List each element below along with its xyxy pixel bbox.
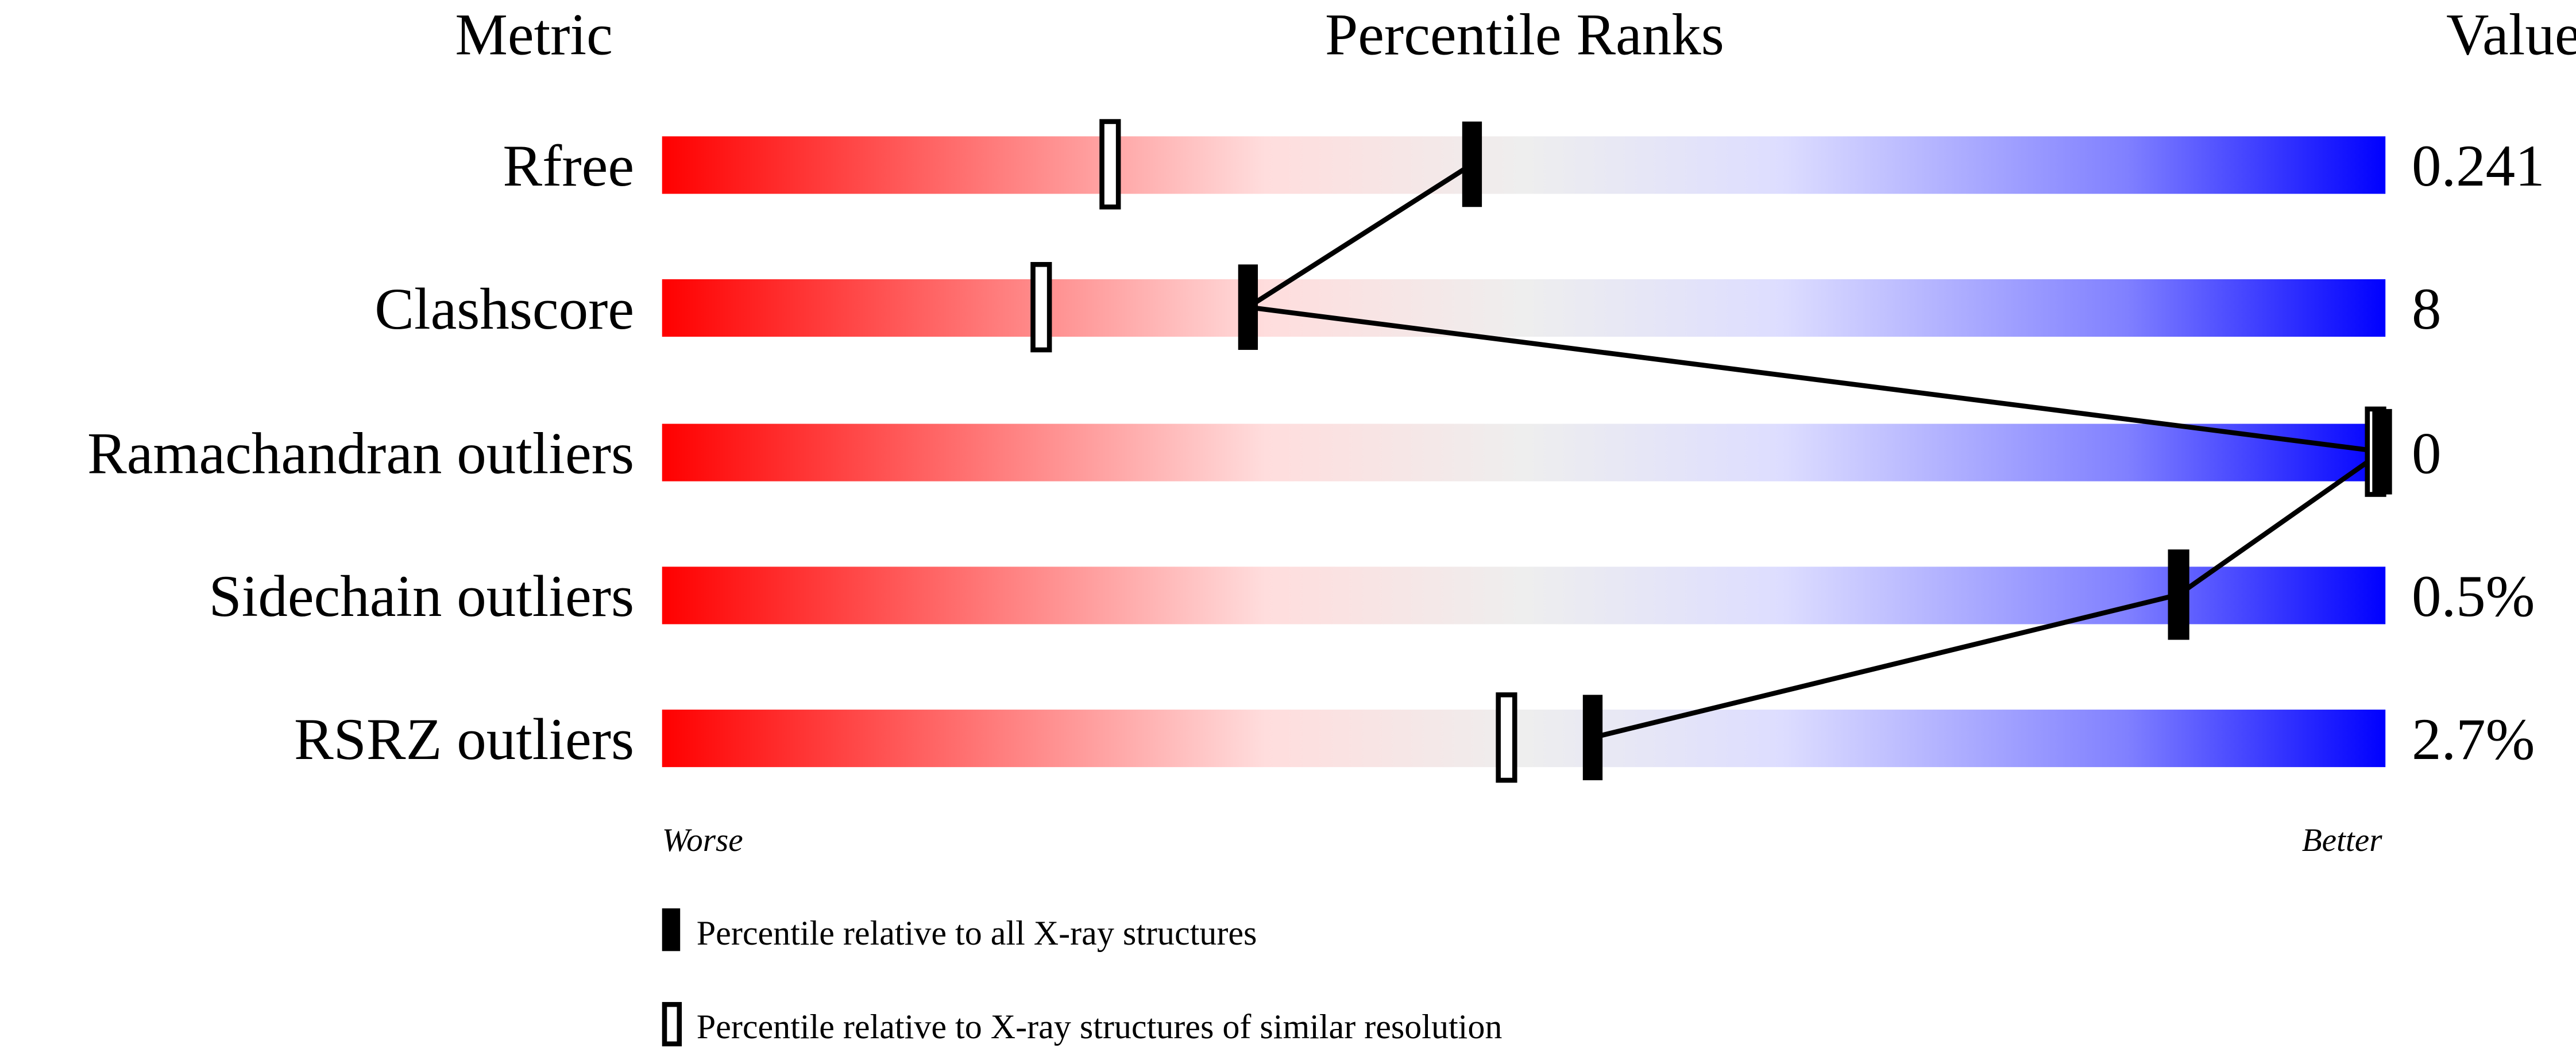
all-structures-marker bbox=[2168, 552, 2189, 638]
legend-filled-marker bbox=[662, 908, 681, 951]
axis-label-worse: Worse bbox=[662, 822, 743, 858]
metric-label: Ramachandran outliers bbox=[87, 421, 634, 486]
metric-value: 2.7% bbox=[2412, 707, 2535, 772]
gradient-bar bbox=[662, 279, 2386, 337]
similar-resolution-marker bbox=[1030, 261, 1052, 353]
metric-value: 8 bbox=[2412, 276, 2441, 342]
gradient-bar bbox=[662, 136, 2386, 194]
similar-resolution-marker bbox=[1496, 692, 1517, 783]
metric-label: Sidechain outliers bbox=[208, 564, 634, 629]
all-structures-marker bbox=[1582, 695, 1603, 780]
legend-filled-label: Percentile relative to all X-ray structu… bbox=[697, 914, 1257, 952]
axis-label-better: Better bbox=[2302, 822, 2383, 858]
all-structures-marker bbox=[1238, 264, 1258, 350]
gradient-bar bbox=[662, 710, 2386, 768]
all-structures-marker bbox=[2372, 409, 2392, 495]
metric-label: Rfree bbox=[503, 133, 634, 199]
similar-resolution-marker bbox=[1099, 119, 1121, 210]
legend-open-label: Percentile relative to X-ray structures … bbox=[697, 1007, 1503, 1046]
all-structures-marker bbox=[1462, 121, 1482, 207]
header-metric: Metric bbox=[455, 2, 612, 67]
metric-value: 0.5% bbox=[2412, 564, 2535, 629]
header-percentile-ranks: Percentile Ranks bbox=[1325, 2, 1724, 67]
gradient-bar bbox=[662, 423, 2386, 481]
header-value: Value bbox=[2446, 2, 2576, 67]
metric-value: 0.241 bbox=[2412, 133, 2545, 199]
metric-label: Clashscore bbox=[374, 276, 634, 342]
legend-open-marker bbox=[662, 1001, 682, 1047]
metric-value: 0 bbox=[2412, 421, 2441, 486]
metric-label: RSRZ outliers bbox=[294, 707, 634, 772]
gradient-bar bbox=[662, 567, 2386, 625]
